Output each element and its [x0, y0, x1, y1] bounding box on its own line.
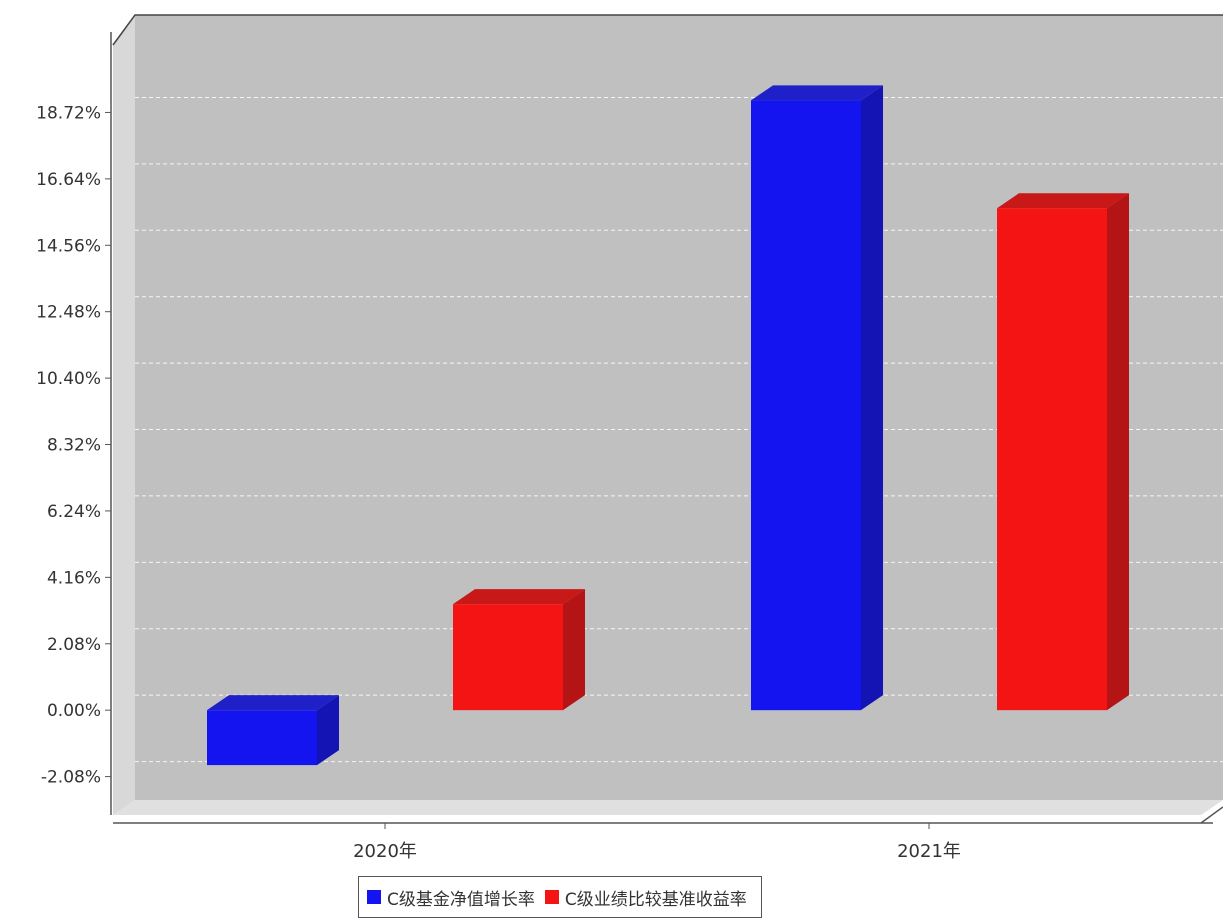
x-tick-label: 2020年: [353, 841, 417, 862]
bar: [751, 100, 861, 711]
y-tick-label: 4.16%: [47, 568, 101, 588]
legend: C级基金净值增长率 C级业绩比较基准收益率: [358, 876, 762, 918]
y-tick-label: 0.00%: [47, 701, 101, 721]
y-tick-label: 8.32%: [47, 436, 101, 456]
legend-label-series-1: C级基金净值增长率: [387, 889, 535, 910]
bar: [207, 710, 317, 766]
bar-top: [997, 193, 1129, 209]
y-tick-label: 10.40%: [36, 369, 101, 389]
legend-item-series-2: C级业绩比较基准收益率: [544, 885, 747, 910]
legend-item-series-1: C级基金净值增长率: [367, 885, 535, 910]
plot-left-wall: [113, 15, 135, 815]
y-tick-label: 18.72%: [36, 103, 101, 123]
bar: [453, 604, 563, 711]
y-tick-label: 14.56%: [36, 236, 101, 256]
legend-label-series-2: C级业绩比较基准收益率: [564, 889, 747, 910]
x-axis-end: [1200, 806, 1223, 824]
plot-back-wall: [135, 15, 1223, 800]
y-tick-label: 12.48%: [36, 303, 101, 323]
y-tick-label: 6.24%: [47, 502, 101, 522]
bar: [997, 208, 1107, 711]
y-tick-label: -2.08%: [41, 768, 101, 788]
y-tick-label: 2.08%: [47, 635, 101, 655]
bar-side: [1107, 193, 1129, 711]
bar-side: [317, 695, 339, 766]
x-tick-label: 2021年: [897, 841, 961, 862]
legend-swatch-series-2: [544, 890, 559, 904]
bar-top: [207, 695, 339, 711]
bar-side: [563, 589, 585, 711]
bar-top: [751, 85, 883, 101]
plot-floor: [113, 800, 1223, 815]
y-tick-label: 16.64%: [36, 170, 101, 190]
bar-top: [453, 589, 585, 605]
plot-top-edge: [112, 14, 1223, 46]
legend-swatch-series-1: [367, 890, 381, 904]
bar-side: [861, 85, 883, 711]
